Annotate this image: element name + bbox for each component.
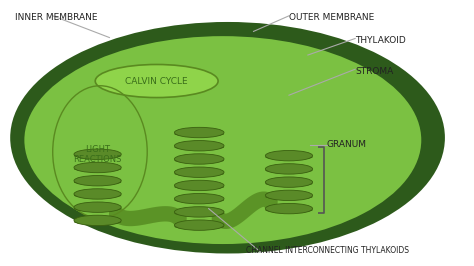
- Text: CALVIN CYCLE: CALVIN CYCLE: [125, 77, 188, 86]
- Ellipse shape: [174, 167, 224, 177]
- Ellipse shape: [265, 190, 313, 201]
- Ellipse shape: [174, 131, 224, 137]
- Ellipse shape: [74, 167, 121, 172]
- Ellipse shape: [265, 203, 313, 214]
- Ellipse shape: [265, 151, 313, 161]
- Ellipse shape: [174, 198, 224, 203]
- Ellipse shape: [174, 158, 224, 163]
- Ellipse shape: [265, 207, 313, 213]
- Ellipse shape: [24, 36, 421, 244]
- Ellipse shape: [74, 189, 121, 199]
- Ellipse shape: [74, 180, 121, 185]
- Ellipse shape: [74, 206, 121, 211]
- Ellipse shape: [174, 154, 224, 164]
- Ellipse shape: [74, 162, 121, 173]
- Ellipse shape: [74, 219, 121, 225]
- Text: LIGHT
REACTIONS: LIGHT REACTIONS: [73, 144, 122, 164]
- Text: GRANUM: GRANUM: [327, 140, 367, 149]
- Text: INNER MEMBRANE: INNER MEMBRANE: [15, 13, 98, 22]
- Ellipse shape: [265, 155, 313, 160]
- Ellipse shape: [74, 193, 121, 198]
- Ellipse shape: [74, 149, 121, 159]
- Ellipse shape: [174, 171, 224, 176]
- Ellipse shape: [95, 64, 218, 98]
- Ellipse shape: [174, 140, 224, 151]
- Ellipse shape: [74, 202, 121, 212]
- Ellipse shape: [10, 22, 445, 253]
- Ellipse shape: [265, 168, 313, 173]
- Ellipse shape: [265, 194, 313, 200]
- Text: OUTER MEMBRANE: OUTER MEMBRANE: [289, 13, 374, 22]
- Ellipse shape: [265, 181, 313, 186]
- Ellipse shape: [174, 184, 224, 190]
- Ellipse shape: [174, 224, 224, 229]
- Ellipse shape: [174, 211, 224, 216]
- Text: STROMA: STROMA: [355, 67, 393, 76]
- Ellipse shape: [74, 176, 121, 186]
- Ellipse shape: [174, 207, 224, 217]
- Ellipse shape: [174, 127, 224, 138]
- Ellipse shape: [174, 180, 224, 191]
- Ellipse shape: [174, 145, 224, 150]
- Text: CHANNEL INTERCONNECTING THYLAKOIDS: CHANNEL INTERCONNECTING THYLAKOIDS: [246, 246, 410, 255]
- Ellipse shape: [74, 153, 121, 159]
- Ellipse shape: [265, 177, 313, 187]
- Text: THYLAKOID: THYLAKOID: [355, 36, 406, 45]
- Ellipse shape: [174, 193, 224, 204]
- Ellipse shape: [74, 215, 121, 226]
- Ellipse shape: [265, 164, 313, 174]
- Ellipse shape: [174, 220, 224, 230]
